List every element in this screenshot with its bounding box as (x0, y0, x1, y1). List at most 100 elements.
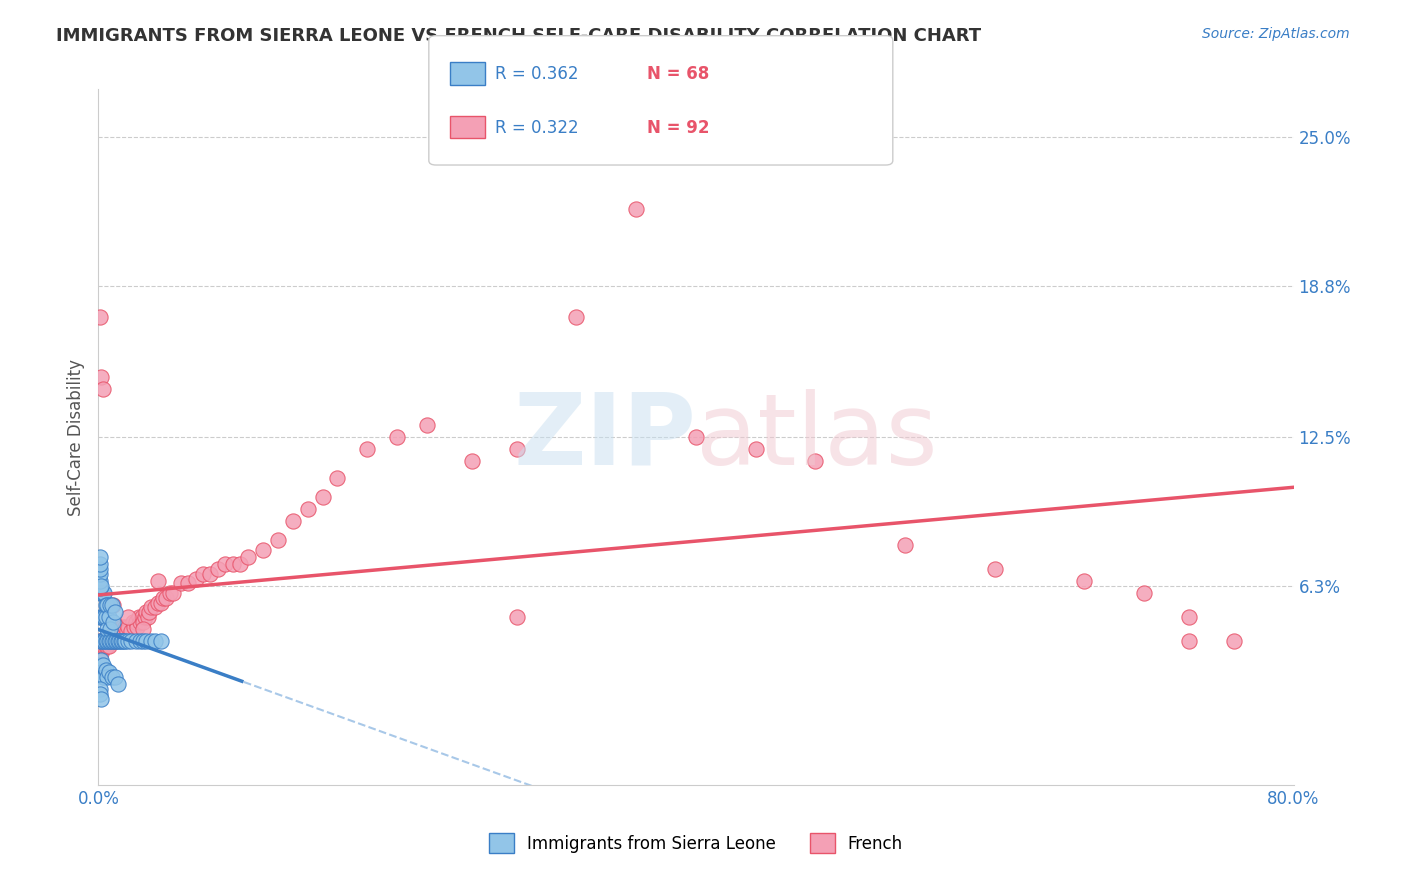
Point (1073, 574, 1095, 588)
Point (96, 598, 118, 612)
Point (139, 600, 162, 615)
Point (214, 558, 236, 572)
Point (104, 634, 127, 648)
Text: atlas: atlas (696, 389, 938, 485)
Point (89, 634, 111, 648)
Point (96, 634, 118, 648)
Point (89, 658, 111, 673)
Text: Source: ZipAtlas.com: Source: ZipAtlas.com (1202, 27, 1350, 41)
Point (108, 624, 131, 639)
Point (89, 558, 111, 572)
Point (191, 566, 214, 581)
Point (112, 624, 135, 639)
Point (90, 634, 112, 648)
Point (124, 619, 146, 633)
Point (1223, 634, 1246, 648)
Point (90, 691, 112, 706)
Point (91, 610, 114, 624)
Point (110, 634, 132, 648)
Point (125, 615, 148, 629)
Point (93, 639, 115, 653)
Point (385, 430, 409, 444)
Point (91, 382, 114, 396)
Point (152, 591, 174, 605)
Point (90, 646, 112, 660)
Point (90, 634, 112, 648)
Text: R = 0.322: R = 0.322 (495, 119, 578, 136)
Point (104, 605, 127, 619)
Point (98, 634, 122, 648)
Point (281, 514, 304, 528)
Point (117, 619, 139, 633)
Point (90, 653, 112, 667)
Point (101, 670, 124, 684)
Point (267, 533, 290, 548)
Point (177, 576, 200, 591)
Point (139, 634, 162, 648)
Point (97, 634, 120, 648)
Text: R = 0.362: R = 0.362 (495, 65, 578, 83)
Point (98, 629, 122, 643)
Point (96, 622, 118, 636)
Point (120, 634, 142, 648)
Point (89, 566, 111, 581)
Point (89, 562, 111, 576)
Point (93, 586, 115, 600)
Point (111, 634, 134, 648)
Point (103, 598, 125, 612)
Point (150, 596, 173, 610)
Point (685, 430, 707, 444)
Point (114, 634, 136, 648)
Point (91, 634, 114, 648)
Point (107, 624, 129, 639)
Point (136, 610, 159, 624)
Point (89, 658, 111, 673)
Point (207, 562, 229, 576)
Point (107, 677, 129, 691)
Point (94, 610, 117, 624)
Point (135, 634, 157, 648)
Point (89, 634, 111, 648)
Point (97, 634, 120, 648)
Point (89, 586, 111, 600)
Point (94, 639, 117, 653)
Point (96, 639, 118, 653)
Point (89, 581, 111, 595)
Point (117, 610, 139, 624)
Point (326, 471, 349, 485)
Point (111, 619, 134, 633)
Point (148, 574, 170, 588)
Y-axis label: Self-Care Disability: Self-Care Disability (66, 359, 84, 516)
Point (128, 610, 150, 624)
Point (89, 681, 111, 696)
Point (89, 663, 111, 677)
Point (461, 454, 484, 468)
Point (98, 598, 122, 612)
Point (103, 634, 125, 648)
Point (91, 639, 114, 653)
Point (91, 670, 114, 684)
Point (96, 670, 118, 684)
Point (93, 634, 115, 648)
Point (155, 591, 177, 605)
Point (626, 202, 648, 216)
Point (94, 663, 117, 677)
Point (90, 610, 112, 624)
Point (134, 610, 156, 624)
Point (127, 619, 149, 633)
Point (416, 418, 439, 433)
Point (162, 586, 184, 600)
Point (129, 634, 152, 648)
Point (132, 622, 155, 636)
Point (103, 615, 125, 629)
Point (110, 629, 132, 643)
Point (101, 629, 124, 643)
Point (1178, 610, 1201, 624)
Point (117, 634, 139, 648)
Point (565, 310, 588, 325)
Point (89, 310, 111, 325)
Point (91, 658, 114, 673)
Point (89, 574, 111, 588)
Point (96, 634, 118, 648)
Point (120, 624, 142, 639)
